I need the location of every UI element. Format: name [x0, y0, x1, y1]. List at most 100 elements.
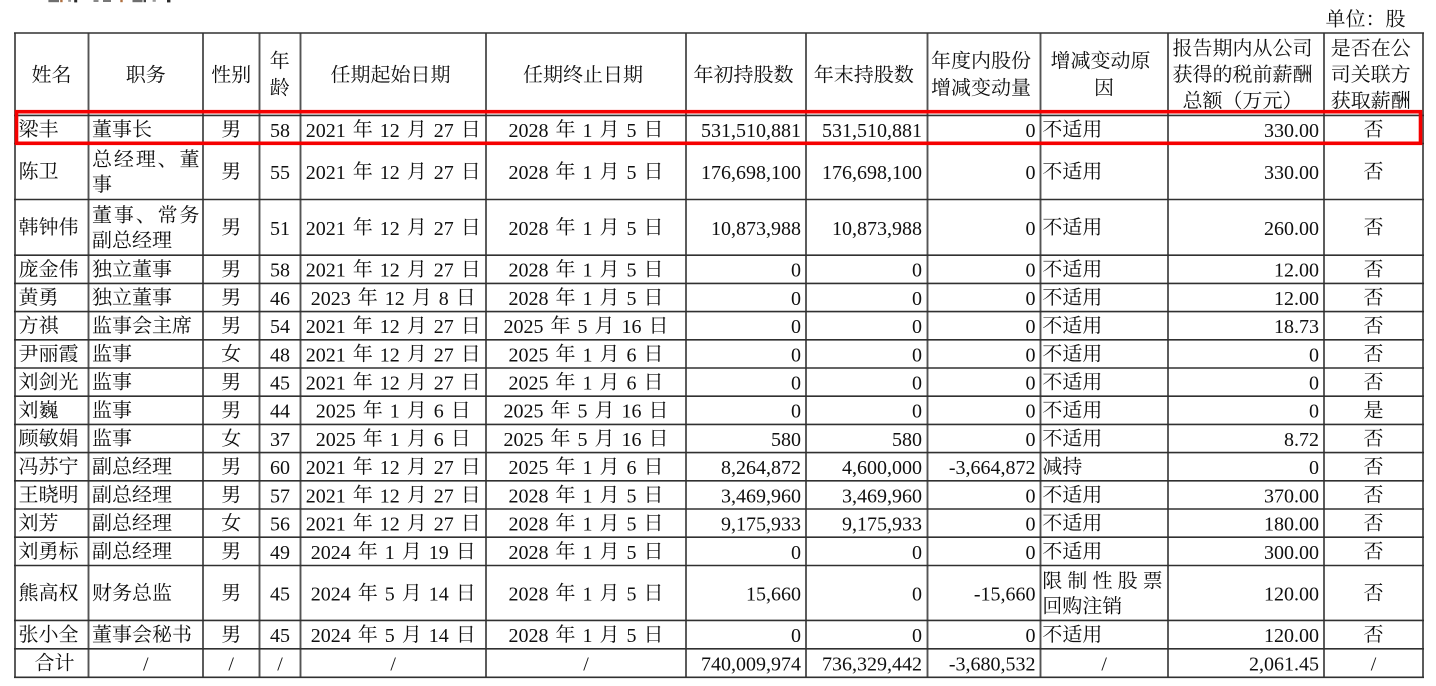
svg-text:/: / — [228, 653, 234, 675]
svg-text:2025: 2025 — [509, 457, 549, 479]
svg-text:12: 12 — [380, 514, 400, 536]
svg-text:54: 54 — [270, 316, 290, 338]
svg-text:1: 1 — [583, 260, 593, 282]
svg-text:1: 1 — [583, 218, 593, 240]
svg-text:51: 51 — [270, 218, 290, 240]
svg-text:1: 1 — [583, 625, 593, 647]
svg-text:2028: 2028 — [509, 162, 549, 184]
svg-text:5: 5 — [578, 429, 588, 451]
svg-text:2025: 2025 — [316, 401, 356, 423]
svg-text:27: 27 — [434, 514, 454, 536]
svg-text:60: 60 — [270, 457, 290, 479]
svg-text:2021: 2021 — [306, 514, 346, 536]
svg-text:0: 0 — [791, 344, 801, 366]
svg-text:0: 0 — [1026, 485, 1036, 507]
svg-text:6: 6 — [434, 401, 444, 423]
svg-text:12: 12 — [380, 260, 400, 282]
svg-text:0: 0 — [1309, 373, 1319, 395]
svg-text:/: / — [390, 653, 396, 675]
svg-text:5: 5 — [627, 625, 637, 647]
svg-text:45: 45 — [270, 625, 290, 647]
svg-text:8,264,872: 8,264,872 — [721, 457, 801, 479]
svg-text:27: 27 — [434, 373, 454, 395]
svg-text:0: 0 — [791, 542, 801, 564]
svg-text:18.73: 18.73 — [1274, 316, 1319, 338]
svg-text:0: 0 — [791, 373, 801, 395]
svg-text:2023: 2023 — [311, 288, 351, 310]
svg-text:2021: 2021 — [306, 485, 346, 507]
svg-text:0: 0 — [791, 288, 801, 310]
svg-text:0: 0 — [1026, 542, 1036, 564]
svg-text:740,009,974: 740,009,974 — [701, 653, 801, 675]
svg-text:48: 48 — [270, 344, 290, 366]
svg-text:2028: 2028 — [509, 514, 549, 536]
svg-text:0: 0 — [791, 625, 801, 647]
svg-text:12: 12 — [380, 485, 400, 507]
svg-text:0: 0 — [791, 260, 801, 282]
svg-text:5: 5 — [627, 260, 637, 282]
svg-text:5: 5 — [627, 583, 637, 605]
svg-text:2025: 2025 — [504, 316, 544, 338]
svg-text:0: 0 — [1026, 162, 1036, 184]
svg-text:0: 0 — [1309, 401, 1319, 423]
svg-text:2025: 2025 — [316, 429, 356, 451]
svg-text:4,600,000: 4,600,000 — [842, 457, 922, 479]
svg-text:10,873,988: 10,873,988 — [832, 218, 922, 240]
svg-text:370.00: 370.00 — [1264, 485, 1319, 507]
svg-text:0: 0 — [1026, 260, 1036, 282]
svg-text:330.00: 330.00 — [1264, 120, 1319, 142]
svg-text:3,469,960: 3,469,960 — [842, 485, 922, 507]
svg-text:5: 5 — [627, 514, 637, 536]
svg-text:45: 45 — [270, 373, 290, 395]
svg-text:0: 0 — [791, 401, 801, 423]
svg-text:0: 0 — [912, 344, 922, 366]
svg-text:0: 0 — [1026, 344, 1036, 366]
svg-text:27: 27 — [434, 344, 454, 366]
svg-text:1: 1 — [583, 514, 593, 536]
svg-text:16: 16 — [622, 401, 642, 423]
svg-text:2028: 2028 — [509, 485, 549, 507]
svg-text:0: 0 — [1026, 625, 1036, 647]
svg-text:300.00: 300.00 — [1264, 542, 1319, 564]
svg-text:27: 27 — [434, 316, 454, 338]
svg-text:0: 0 — [1026, 120, 1036, 142]
svg-text:2028: 2028 — [509, 120, 549, 142]
svg-text:180.00: 180.00 — [1264, 514, 1319, 536]
svg-text:5: 5 — [385, 625, 395, 647]
svg-text:14: 14 — [429, 625, 449, 647]
svg-text:12: 12 — [380, 162, 400, 184]
svg-text:10,873,988: 10,873,988 — [711, 218, 801, 240]
svg-text:1: 1 — [583, 288, 593, 310]
svg-text:0: 0 — [912, 583, 922, 605]
svg-text:27: 27 — [434, 218, 454, 240]
svg-text:176,698,100: 176,698,100 — [822, 162, 922, 184]
svg-text:0: 0 — [912, 401, 922, 423]
svg-text:2021: 2021 — [306, 162, 346, 184]
svg-text:12: 12 — [380, 457, 400, 479]
svg-text:8: 8 — [439, 288, 449, 310]
svg-text:44: 44 — [270, 401, 290, 423]
svg-text:12: 12 — [380, 344, 400, 366]
svg-text:/: / — [143, 653, 149, 675]
svg-text:14: 14 — [429, 583, 449, 605]
svg-text:5: 5 — [578, 316, 588, 338]
svg-text:5: 5 — [627, 162, 637, 184]
svg-text:0: 0 — [912, 542, 922, 564]
svg-text:27: 27 — [434, 457, 454, 479]
svg-text:1: 1 — [583, 583, 593, 605]
svg-text:12: 12 — [380, 120, 400, 142]
svg-text:0: 0 — [1026, 218, 1036, 240]
svg-text:120.00: 120.00 — [1264, 625, 1319, 647]
svg-text:6: 6 — [627, 457, 637, 479]
svg-text:2021: 2021 — [306, 218, 346, 240]
svg-text:/: / — [277, 653, 283, 675]
svg-text:0: 0 — [912, 260, 922, 282]
svg-text:16: 16 — [622, 429, 642, 451]
svg-text:2028: 2028 — [509, 218, 549, 240]
svg-text:3,469,960: 3,469,960 — [721, 485, 801, 507]
svg-text:0: 0 — [1026, 514, 1036, 536]
svg-text:2028: 2028 — [509, 583, 549, 605]
svg-text:27: 27 — [434, 260, 454, 282]
svg-text:260.00: 260.00 — [1264, 218, 1319, 240]
svg-text:1: 1 — [583, 485, 593, 507]
